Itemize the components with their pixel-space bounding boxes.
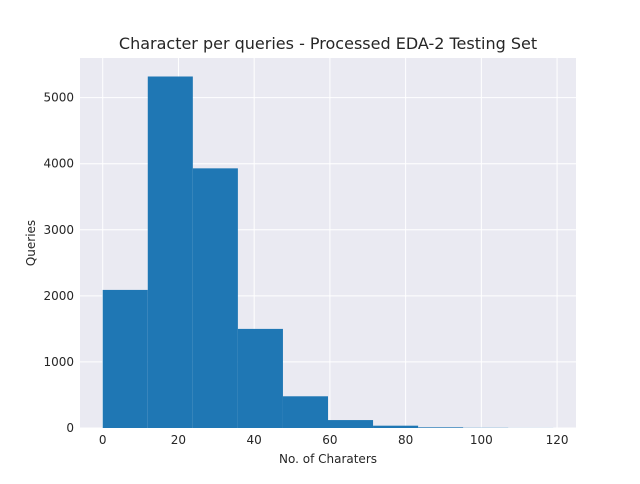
x-tick-label: 100: [470, 433, 493, 447]
y-tick-label: 0: [66, 421, 74, 435]
x-tick-label: 40: [247, 433, 262, 447]
x-tick-label: 20: [171, 433, 186, 447]
chart-title: Character per queries - Processed EDA-2 …: [119, 34, 537, 53]
x-axis-label: No. of Charaters: [279, 452, 377, 466]
x-tick-label: 80: [398, 433, 413, 447]
x-tick-label: 120: [546, 433, 569, 447]
x-tick-labels: 0 20 40 60 80 100 120: [99, 433, 569, 447]
histogram-bar: [193, 168, 238, 428]
x-tick-label: 60: [322, 433, 337, 447]
histogram-bar: [328, 420, 373, 428]
x-tick-label: 0: [99, 433, 107, 447]
y-tick-label: 5000: [43, 91, 74, 105]
y-tick-label: 2000: [43, 289, 74, 303]
y-tick-label: 1000: [43, 355, 74, 369]
histogram-bar: [283, 396, 328, 428]
histogram-bar: [373, 426, 418, 428]
y-tick-label: 4000: [43, 157, 74, 171]
y-axis-label: Queries: [24, 220, 38, 266]
histogram-bar: [148, 77, 193, 429]
histogram-bar: [103, 290, 148, 428]
histogram-bar: [418, 427, 463, 428]
y-tick-labels: 0 1000 2000 3000 4000 5000: [43, 91, 74, 435]
y-tick-label: 3000: [43, 223, 74, 237]
histogram-bar: [238, 329, 283, 428]
